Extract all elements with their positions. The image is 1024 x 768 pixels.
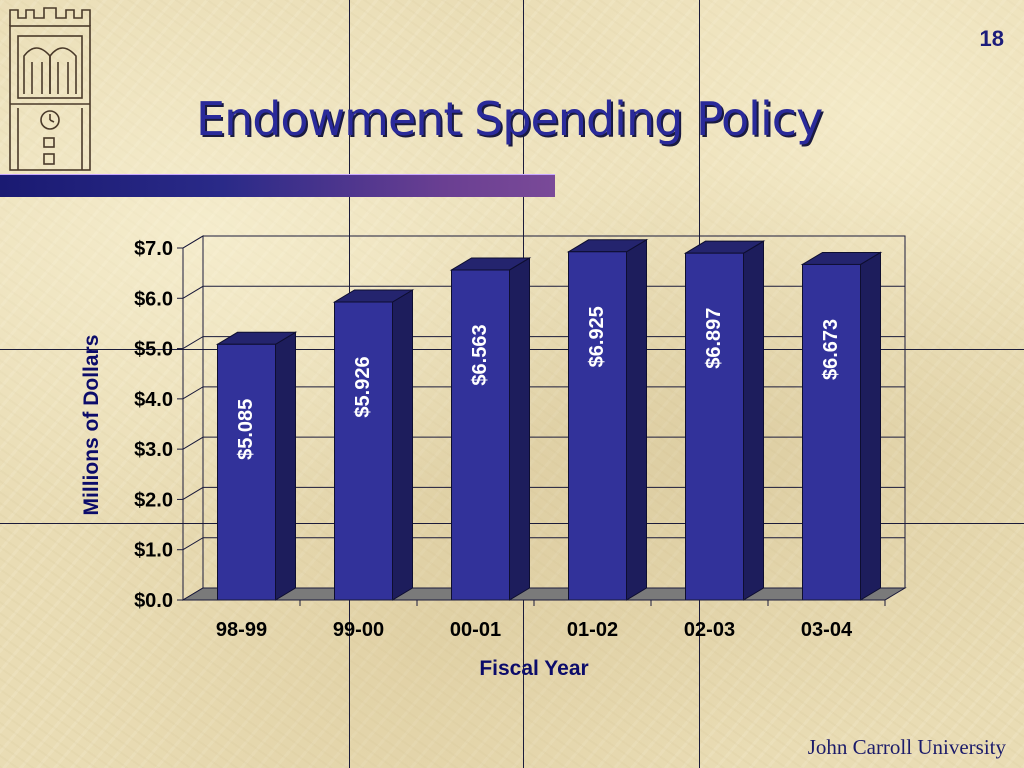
x-tick-label: 01-02 [567, 619, 618, 641]
x-axis-title: Fiscal Year [479, 657, 588, 680]
data-label: $5.085 [235, 399, 257, 460]
data-label: $6.673 [820, 319, 842, 380]
gridline [182, 336, 905, 350]
x-tick-label: 99-00 [333, 619, 384, 641]
y-tick-label: $3.0 [134, 439, 173, 461]
data-label: $5.926 [352, 356, 374, 417]
slide-title: Endowment Spending Policy [196, 92, 823, 146]
y-tick-label: $0.0 [134, 590, 173, 612]
page-number: 18 [979, 26, 1004, 51]
y-tick-label: $5.0 [134, 339, 173, 361]
data-label: $6.925 [586, 306, 608, 367]
bar-98-99 [217, 343, 276, 601]
bar-03-04 [802, 263, 861, 601]
gridline [182, 436, 905, 450]
x-tick-label: 00-01 [450, 619, 501, 641]
y-axis-title: Millions of Dollars [80, 335, 103, 516]
y-tick-label: $6.0 [134, 288, 173, 310]
title-underline-bar [0, 174, 555, 197]
bar-side [743, 240, 764, 601]
bar-side [509, 257, 530, 601]
bar-side [860, 251, 881, 601]
gridline [182, 486, 905, 500]
bar-01-02 [568, 251, 627, 601]
x-tick-label: 03-04 [801, 619, 853, 641]
clock-tower-icon [4, 4, 96, 177]
gridline [182, 285, 905, 299]
chart-side-wall [182, 235, 204, 601]
y-tick-label: $2.0 [134, 489, 173, 511]
bar-00-01 [451, 269, 510, 601]
x-tick-label: 02-03 [684, 619, 735, 641]
bar-side [392, 289, 413, 601]
bar-side [275, 331, 296, 601]
y-tick-label: $4.0 [134, 389, 173, 411]
gridline [182, 537, 905, 551]
footer-university-name: John Carroll University [807, 735, 1006, 759]
gridline [182, 235, 905, 249]
data-label: $6.563 [469, 324, 491, 385]
bar-side [626, 238, 647, 601]
y-tick-label: $7.0 [134, 238, 173, 260]
gridline [182, 386, 905, 400]
bar-02-03 [685, 252, 744, 601]
x-tick-label: 98-99 [216, 619, 267, 641]
bar-99-00 [334, 301, 393, 601]
chart-back-wall [202, 235, 906, 589]
y-tick-label: $1.0 [134, 540, 173, 562]
data-label: $6.897 [703, 308, 725, 369]
